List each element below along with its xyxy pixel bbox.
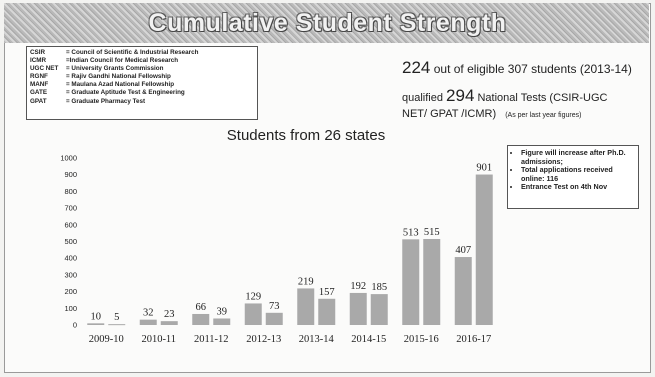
qualified-stat: qualified 294 National Tests (CSIR-UGC xyxy=(402,86,642,106)
qualified-stat-line-2: NET/ GPAT /ICMR) (As per last year figur… xyxy=(402,108,642,120)
data-label: 407 xyxy=(455,245,471,256)
x-tick-label: 2010-11 xyxy=(141,334,176,345)
abbreviation-description: = Graduate Pharmacy Test xyxy=(66,97,146,105)
abbreviation-code: ICMR xyxy=(30,57,47,65)
abbreviation-description: = Graduate Aptitude Test & Engineering xyxy=(66,89,185,97)
note-item: Total applications received online: 116 xyxy=(521,165,635,183)
data-label: 192 xyxy=(350,281,366,292)
bar xyxy=(297,288,315,325)
bar xyxy=(192,313,210,325)
bar xyxy=(475,174,493,325)
data-labels: 10 5 32 23 66 39 129 73 219 157 192 185 513 515 407 901 xyxy=(91,163,493,324)
abbreviation-description: = University Grants Commission xyxy=(66,65,164,73)
stats-panel: 224 out of eligible 307 students (2013-1… xyxy=(402,58,642,120)
qualified-note: (As per last year figures) xyxy=(505,112,582,119)
abbreviation-row: MANF = Maulana Azad National Fellowship xyxy=(30,81,254,89)
abbreviation-row: UGC NET = University Grants Commission xyxy=(30,65,254,73)
bar xyxy=(402,239,420,325)
qualified-text: National Tests (CSIR-UGC xyxy=(477,92,608,104)
y-tick-label: 900 xyxy=(64,170,77,179)
bar xyxy=(423,238,441,325)
data-label: 39 xyxy=(217,306,228,317)
note-list: Figure will increase after Ph.D. admissi… xyxy=(511,148,635,192)
y-tick-label: 300 xyxy=(64,270,77,279)
bar xyxy=(108,324,126,326)
abbreviation-code: MANF xyxy=(30,81,49,89)
data-label: 513 xyxy=(403,227,419,238)
abbreviation-code: UGC NET xyxy=(30,65,59,73)
y-tick-label: 700 xyxy=(64,204,77,213)
note-item: Entrance Test on 4th Nov xyxy=(521,183,635,192)
x-axis: 2009-10 2010-11 2011-12 2012-13 2013-14 2014-… xyxy=(89,334,492,345)
data-label: 515 xyxy=(424,227,440,238)
abbreviation-code: GATE xyxy=(30,89,48,97)
data-label: 157 xyxy=(319,287,335,298)
bar xyxy=(265,312,283,325)
bars xyxy=(87,174,493,326)
abbreviation-description: =Indian Council for Medical Research xyxy=(66,57,179,65)
abbreviation-row: GATE = Graduate Aptitude Test & Engineeri… xyxy=(30,89,254,97)
y-tick-label: 400 xyxy=(64,254,77,263)
x-tick-label: 2012-13 xyxy=(246,334,281,345)
data-label: 23 xyxy=(164,309,175,320)
data-label: 5 xyxy=(114,312,119,323)
data-label: 32 xyxy=(143,308,154,319)
abbreviation-description: = Maulana Azad National Fellowship xyxy=(66,81,175,89)
note-item: Figure will increase after Ph.D. admissi… xyxy=(521,148,635,166)
eligible-text: out of eligible 307 students (2013-14) xyxy=(433,62,632,76)
y-tick-label: 800 xyxy=(64,187,77,196)
bar xyxy=(370,294,388,325)
admission-note-box: Figure will increase after Ph.D. admissi… xyxy=(507,145,639,209)
title-band xyxy=(4,3,649,43)
eligible-count: 224 xyxy=(402,58,431,77)
bar xyxy=(349,292,367,325)
data-label: 185 xyxy=(371,282,387,293)
bar xyxy=(139,319,157,325)
y-tick-label: 1000 xyxy=(60,154,77,163)
y-tick-label: 600 xyxy=(64,220,77,229)
qualified-text-2: NET/ GPAT /ICMR) xyxy=(402,108,497,120)
abbreviation-code: RGNF xyxy=(30,73,48,81)
x-tick-label: 2009-10 xyxy=(89,334,124,345)
qualified-prefix: qualified xyxy=(402,92,443,104)
y-axis: 0 100 200 300 400 500 600 700 800 900 1000 xyxy=(60,154,77,330)
data-label: 219 xyxy=(298,276,314,287)
data-label: 73 xyxy=(269,301,280,312)
abbreviation-row: ICMR =Indian Council for Medical Research xyxy=(30,57,254,65)
y-tick-label: 0 xyxy=(73,321,77,330)
abbreviation-description: = Rajiv Gandhi National Fellowship xyxy=(66,73,171,81)
data-label: 66 xyxy=(196,302,207,313)
bar xyxy=(87,323,105,325)
abbreviation-row: CSIR = Council of Scientific & Industrial… xyxy=(30,49,254,57)
bar xyxy=(244,303,262,325)
abbreviation-code: GPAT xyxy=(30,97,47,105)
y-tick-label: 200 xyxy=(64,287,77,296)
eligible-stat: 224 out of eligible 307 students (2013-1… xyxy=(402,58,642,78)
data-label: 129 xyxy=(245,291,261,302)
abbreviation-code: CSIR xyxy=(30,49,46,56)
bar xyxy=(454,257,472,325)
abbreviation-row: GPAT = Graduate Pharmacy Test xyxy=(30,98,254,106)
data-label: 10 xyxy=(91,311,102,322)
abbreviation-legend: CSIR = Council of Scientific & Industrial… xyxy=(26,46,258,120)
x-tick-label: 2013-14 xyxy=(299,334,335,345)
y-tick-label: 500 xyxy=(64,237,77,246)
qualified-count: 294 xyxy=(446,86,475,105)
bar xyxy=(318,298,336,325)
x-tick-label: 2016-17 xyxy=(456,334,491,345)
abbreviation-description: = Council of Scientific & Industrial Res… xyxy=(66,49,199,56)
chart-title: Students from 26 states xyxy=(227,127,385,144)
x-tick-label: 2011-12 xyxy=(194,334,229,345)
data-label: 901 xyxy=(476,163,492,174)
x-tick-label: 2014-15 xyxy=(351,334,386,345)
y-tick-label: 100 xyxy=(64,304,77,313)
bar xyxy=(213,318,231,325)
abbreviation-row: RGNF = Rajiv Gandhi National Fellowship xyxy=(30,73,254,81)
bar xyxy=(160,321,178,325)
page-title: Cumulative Student Strength xyxy=(148,9,507,37)
x-tick-label: 2015-16 xyxy=(404,334,439,345)
